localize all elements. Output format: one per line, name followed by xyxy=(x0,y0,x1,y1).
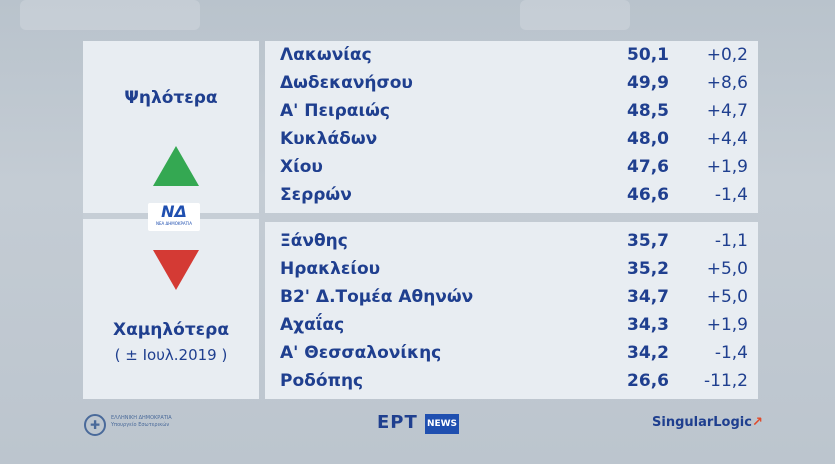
district-name: Λακωνίας xyxy=(280,45,372,65)
district-change: +8,6 xyxy=(706,73,748,93)
table-row: Α' Πειραιώς 48,5 +4,7 xyxy=(265,97,758,125)
lowest-label: Χαμηλότερα xyxy=(113,320,229,340)
district-name: Χίου xyxy=(280,157,323,177)
district-value: 49,9 xyxy=(627,73,669,93)
background-shape xyxy=(20,0,200,30)
party-logo: ΝΔ ΝΕΑ ΔΗΜΟΚΡΑΤΙΑ xyxy=(148,203,200,231)
table-row: Δωδεκανήσου 49,9 +8,6 xyxy=(265,69,758,97)
district-value: 26,6 xyxy=(627,371,669,391)
district-value: 35,2 xyxy=(627,259,669,279)
crest-text-line: ΕΛΛΗΝΙΚΗ ΔΗΜΟΚΡΑΤΙΑ xyxy=(111,415,172,421)
singularlogic-logo: SingularLogic↗ xyxy=(652,415,763,430)
district-change: +5,0 xyxy=(706,259,748,279)
district-name: Ξάνθης xyxy=(280,231,348,251)
district-name: Β2' Δ.Τομέα Αθηνών xyxy=(280,287,474,307)
table-row: Αχαΐας 34,3 +1,9 xyxy=(265,311,758,339)
ert-logo: ΕΡΤ xyxy=(377,412,418,433)
district-change: -1,1 xyxy=(714,231,748,251)
district-change: +5,0 xyxy=(706,287,748,307)
district-value: 48,0 xyxy=(627,129,669,149)
district-change: +1,9 xyxy=(706,315,748,335)
table-row: Ξάνθης 35,7 -1,1 xyxy=(265,227,758,255)
district-name: Ηρακλείου xyxy=(280,259,381,279)
singularlogic-label: SingularLogic xyxy=(652,415,752,430)
ministry-text: ΕΛΛΗΝΙΚΗ ΔΗΜΟΚΡΑΤΙΑ Υπουργείο Εσωτερικών xyxy=(111,415,172,429)
greek-crest-icon: ✚ xyxy=(84,414,106,436)
period-label: ( ± Ιουλ.2019 ) xyxy=(114,346,228,364)
district-change: -1,4 xyxy=(714,343,748,363)
district-value: 50,1 xyxy=(627,45,669,65)
table-row: Ροδόπης 26,6 -11,2 xyxy=(265,367,758,395)
district-name: Δωδεκανήσου xyxy=(280,73,413,93)
table-row: Α' Θεσσαλονίκης 34,2 -1,4 xyxy=(265,339,758,367)
arrow-accent-icon: ↗ xyxy=(751,415,763,430)
district-value: 47,6 xyxy=(627,157,669,177)
triangle-down-icon xyxy=(153,250,199,290)
district-change: -11,2 xyxy=(704,371,748,391)
party-logo-subtext: ΝΕΑ ΔΗΜΟΚΡΑΤΙΑ xyxy=(155,221,192,226)
district-name: Α' Θεσσαλονίκης xyxy=(280,343,442,363)
district-name: Αχαΐας xyxy=(280,315,345,335)
crest-text-line: Υπουργείο Εσωτερικών xyxy=(111,422,170,428)
district-name: Σερρών xyxy=(280,185,352,205)
district-change: -1,4 xyxy=(714,185,748,205)
table-row: Ηρακλείου 35,2 +5,0 xyxy=(265,255,758,283)
district-change: +0,2 xyxy=(706,45,748,65)
table-row: Β2' Δ.Τομέα Αθηνών 34,7 +5,0 xyxy=(265,283,758,311)
district-name: Α' Πειραιώς xyxy=(280,101,390,121)
table-row: Χίου 47,6 +1,9 xyxy=(265,153,758,181)
highest-table: Λακωνίας 50,1 +0,2 Δωδεκανήσου 49,9 +8,6… xyxy=(265,41,758,213)
party-logo-mark: ΝΔ xyxy=(161,202,187,221)
highest-label: Ψηλότερα xyxy=(124,88,218,108)
news-badge: NEWS xyxy=(425,414,459,434)
district-value: 48,5 xyxy=(627,101,669,121)
district-value: 34,7 xyxy=(627,287,669,307)
district-value: 34,3 xyxy=(627,315,669,335)
district-value: 46,6 xyxy=(627,185,669,205)
district-value: 34,2 xyxy=(627,343,669,363)
district-change: +1,9 xyxy=(706,157,748,177)
district-change: +4,4 xyxy=(706,129,748,149)
triangle-up-icon xyxy=(153,146,199,186)
district-change: +4,7 xyxy=(706,101,748,121)
district-name: Ροδόπης xyxy=(280,371,364,391)
lowest-table: Ξάνθης 35,7 -1,1 Ηρακλείου 35,2 +5,0 Β2'… xyxy=(265,222,758,399)
table-row: Λακωνίας 50,1 +0,2 xyxy=(265,41,758,69)
table-row: Κυκλάδων 48,0 +4,4 xyxy=(265,125,758,153)
district-value: 35,7 xyxy=(627,231,669,251)
district-name: Κυκλάδων xyxy=(280,129,378,149)
table-row: Σερρών 46,6 -1,4 xyxy=(265,181,758,209)
background-shape xyxy=(520,0,630,30)
